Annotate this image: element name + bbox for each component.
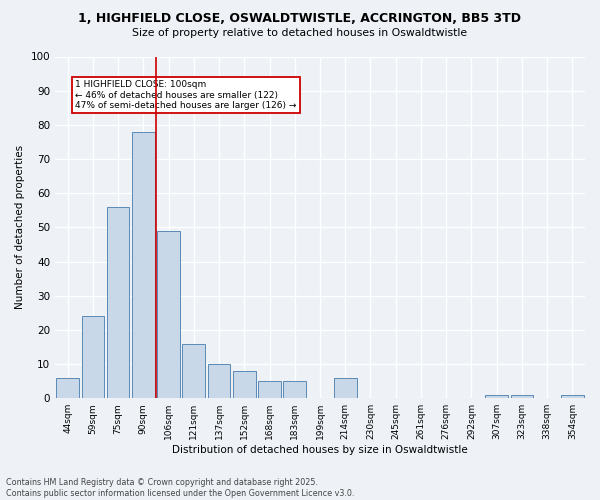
Bar [233, 371, 256, 398]
Text: Size of property relative to detached houses in Oswaldtwistle: Size of property relative to detached ho… [133, 28, 467, 38]
Bar [485, 395, 508, 398]
Text: Contains HM Land Registry data © Crown copyright and database right 2025.
Contai: Contains HM Land Registry data © Crown c… [6, 478, 355, 498]
Bar [258, 381, 281, 398]
Text: 1 HIGHFIELD CLOSE: 100sqm
← 46% of detached houses are smaller (122)
47% of semi: 1 HIGHFIELD CLOSE: 100sqm ← 46% of detac… [75, 80, 296, 110]
Bar [82, 316, 104, 398]
Bar [561, 395, 584, 398]
X-axis label: Distribution of detached houses by size in Oswaldtwistle: Distribution of detached houses by size … [172, 445, 468, 455]
Bar [334, 378, 356, 398]
Bar [157, 231, 180, 398]
Bar [132, 132, 155, 398]
Y-axis label: Number of detached properties: Number of detached properties [15, 146, 25, 310]
Bar [107, 207, 130, 398]
Bar [511, 395, 533, 398]
Bar [56, 378, 79, 398]
Text: 1, HIGHFIELD CLOSE, OSWALDTWISTLE, ACCRINGTON, BB5 3TD: 1, HIGHFIELD CLOSE, OSWALDTWISTLE, ACCRI… [79, 12, 521, 26]
Bar [208, 364, 230, 398]
Bar [182, 344, 205, 398]
Bar [283, 381, 306, 398]
